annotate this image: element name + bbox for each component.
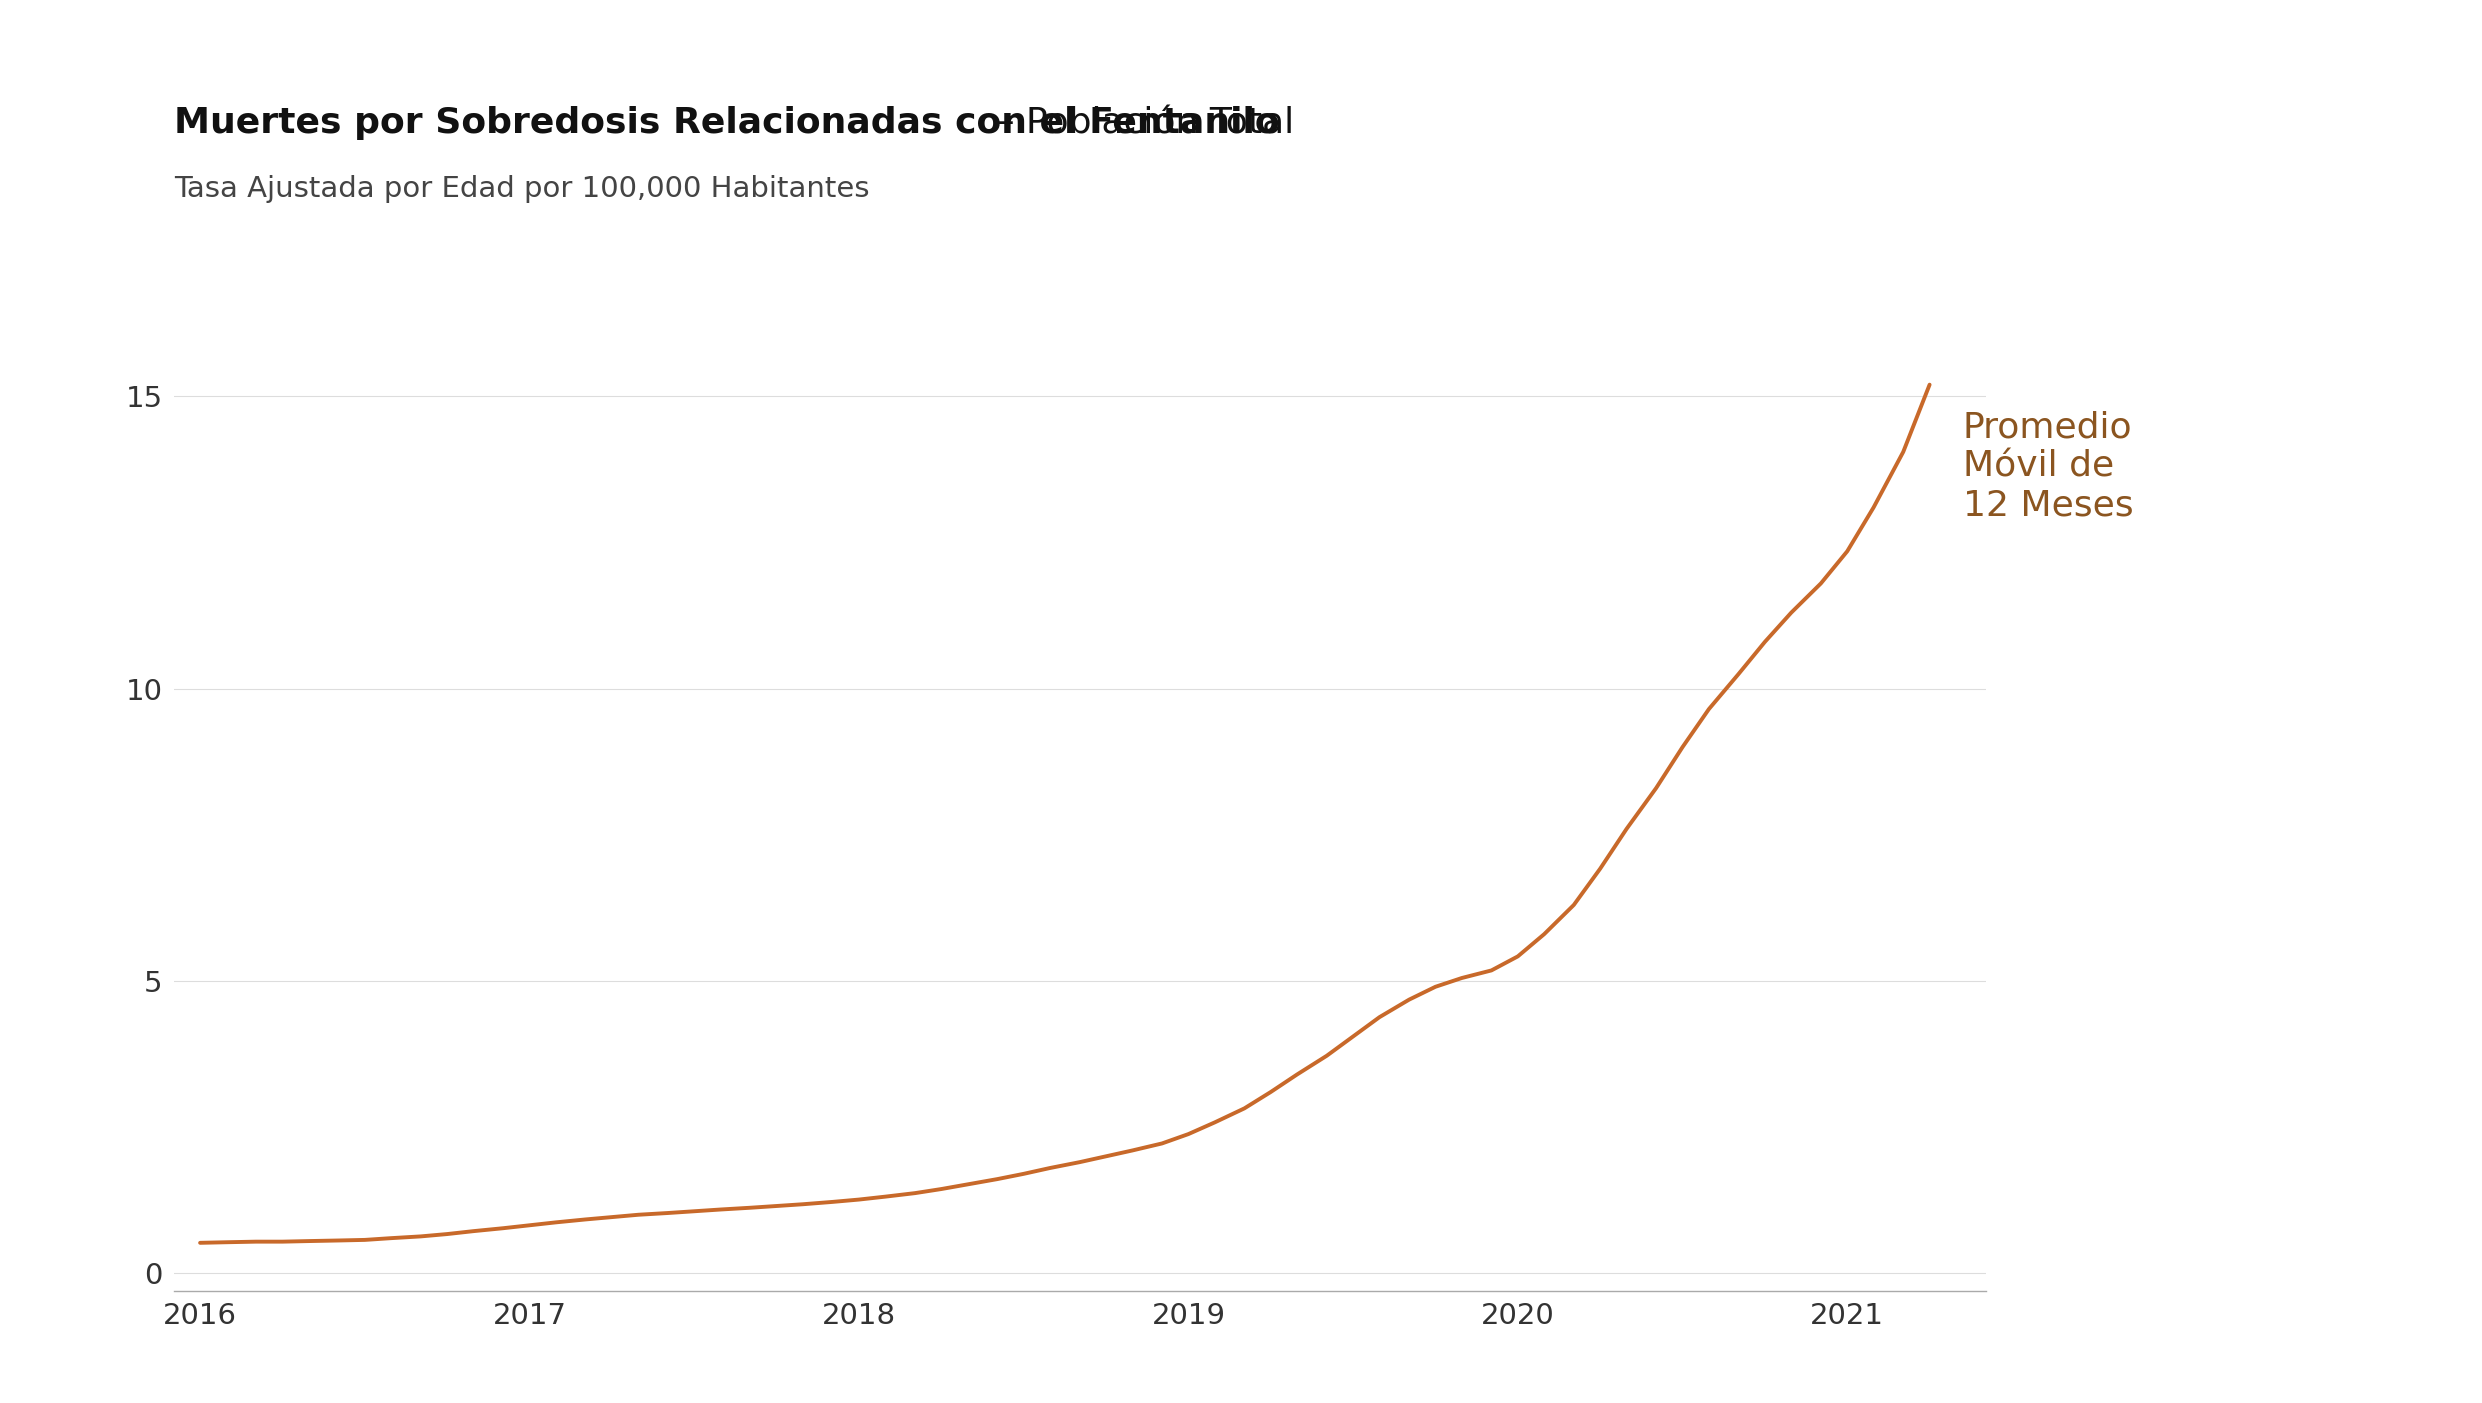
Text: Promedio
Móvil de
12 Meses: Promedio Móvil de 12 Meses bbox=[1963, 410, 2132, 523]
Text: Muertes por Sobredosis Relacionadas con el Fentanilo: Muertes por Sobredosis Relacionadas con … bbox=[174, 107, 1278, 140]
Text: Tasa Ajustada por Edad por 100,000 Habitantes: Tasa Ajustada por Edad por 100,000 Habit… bbox=[174, 175, 869, 203]
Text: – Población Total: – Población Total bbox=[985, 107, 1293, 140]
